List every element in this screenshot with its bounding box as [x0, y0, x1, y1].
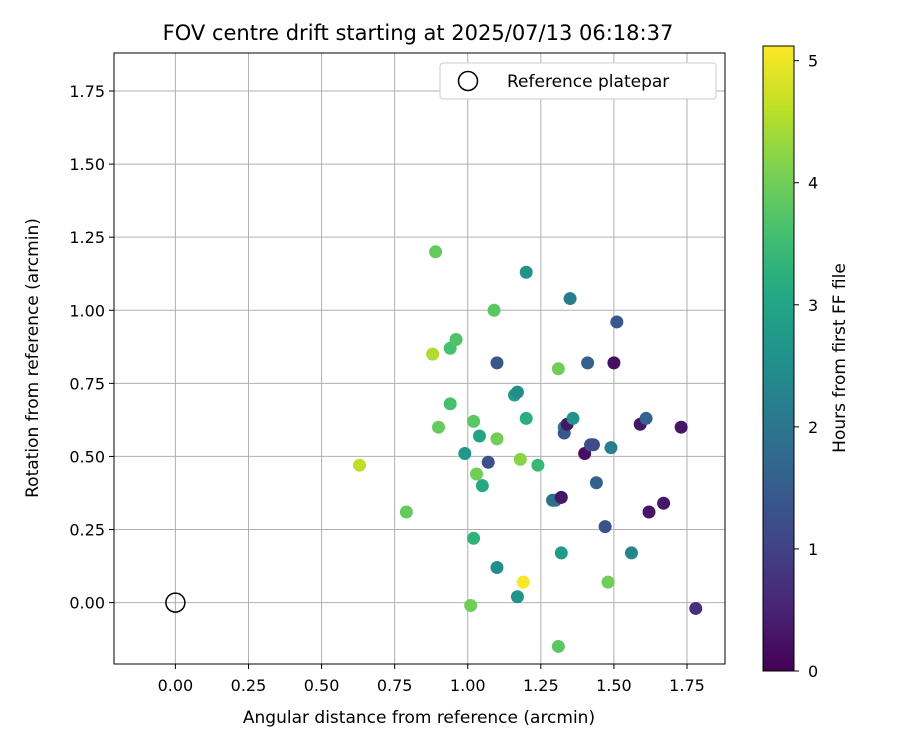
colorbar-label: Hours from first FF file: [830, 263, 850, 453]
scatter-point: [581, 356, 595, 370]
scatter-point: [472, 429, 486, 443]
scatter-point: [610, 315, 624, 329]
scatter-point: [657, 496, 671, 510]
scatter-point: [510, 590, 524, 604]
scatter-point: [551, 639, 565, 653]
x-tick-label: 1.00: [450, 676, 486, 695]
scatter-point: [586, 438, 600, 452]
legend-reference-marker-icon: [457, 70, 479, 92]
scatter-point: [467, 531, 481, 545]
scatter-point: [510, 385, 524, 399]
y-tick-label: 0.25: [69, 521, 105, 540]
scatter-point: [426, 347, 440, 361]
scatter-point: [399, 505, 413, 519]
colorbar-tick-label: 0: [808, 662, 818, 681]
reference-platepar-marker: [165, 592, 186, 613]
colorbar-tick-label: 5: [808, 52, 818, 71]
scatter-point: [624, 546, 638, 560]
scatter-point: [487, 303, 501, 317]
scatter-point: [467, 414, 481, 428]
scatter-point: [531, 458, 545, 472]
y-axis-label: Rotation from reference (arcmin): [23, 218, 43, 498]
legend-box: [439, 62, 717, 100]
colorbar-tick-label: 4: [808, 174, 818, 193]
scatter-point: [475, 479, 489, 493]
y-tick-label: 0.50: [69, 447, 105, 466]
scatter-point: [516, 575, 530, 589]
x-tick-label: 0.75: [377, 676, 413, 695]
scatter-point: [481, 455, 495, 469]
scatter-point: [607, 356, 621, 370]
x-tick-label: 1.25: [523, 676, 559, 695]
scatter-point: [353, 458, 367, 472]
scatter-point: [566, 411, 580, 425]
scatter-point: [490, 561, 504, 575]
scatter-point: [563, 292, 577, 306]
axis-ticks: 0.00 0.25 0.50 0.75 1.00 1.25 1.50 1.75 0.00 0.25…: [69, 82, 704, 695]
scatter-point: [490, 356, 504, 370]
scatter-point: [642, 505, 656, 519]
chart-title: FOV centre drift starting at 2025/07/13 …: [163, 21, 674, 45]
scatter-point: [674, 420, 688, 434]
scatter-point: [554, 546, 568, 560]
scatter-point: [429, 245, 443, 259]
scatter-point: [443, 397, 457, 411]
scatter-point: [519, 411, 533, 425]
scatter-point: [604, 441, 618, 455]
y-tick-label: 1.75: [69, 82, 105, 101]
x-tick-label: 0.00: [158, 676, 194, 695]
scatter-point: [513, 452, 527, 466]
y-tick-label: 1.25: [69, 228, 105, 247]
colorbar: 0 1 2 3 4 5 Hours from first FF file: [762, 45, 850, 681]
y-tick-label: 0.75: [69, 374, 105, 393]
x-tick-label: 0.50: [304, 676, 340, 695]
scatter-point: [589, 476, 603, 490]
scatter-point: [639, 411, 653, 425]
colorbar-tick-label: 3: [808, 296, 818, 315]
y-tick-label: 1.00: [69, 301, 105, 320]
scatter-point: [601, 575, 615, 589]
scatter-point: [470, 467, 484, 481]
legend: Reference platepar: [439, 62, 717, 100]
legend-reference-label: Reference platepar: [507, 72, 669, 92]
scatter-point: [464, 599, 478, 613]
colorbar-ticks: 0 1 2 3 4 5: [794, 52, 818, 681]
colorbar-gradient: [762, 45, 795, 672]
plot-frame: [113, 52, 726, 665]
scatter-point: [598, 520, 612, 534]
y-tick-label: 0.00: [69, 594, 105, 613]
scatter-point: [458, 447, 472, 461]
scatter-point: [490, 432, 504, 446]
scatter-point: [519, 265, 533, 279]
y-tick-label: 1.50: [69, 155, 105, 174]
colorbar-tick-label: 1: [808, 540, 818, 559]
x-tick-label: 1.50: [596, 676, 632, 695]
x-tick-label: 1.75: [669, 676, 705, 695]
x-axis-label: Angular distance from reference (arcmin): [243, 708, 595, 728]
colorbar-tick-label: 2: [808, 418, 818, 437]
scatter-point: [554, 490, 568, 504]
x-tick-label: 0.25: [231, 676, 267, 695]
scatter-point: [689, 601, 703, 615]
scatter-point: [551, 362, 565, 376]
grid: [114, 53, 725, 664]
scatter-points: [165, 245, 703, 653]
scatter-point: [449, 332, 463, 346]
scatter-point: [432, 420, 446, 434]
